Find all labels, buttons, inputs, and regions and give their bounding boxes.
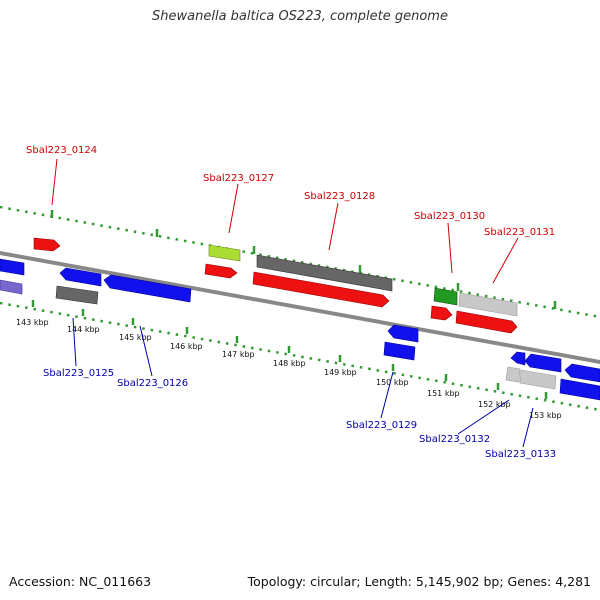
gene-arrow-0133-blue[interactable]	[524, 353, 562, 373]
gene-label-0132[interactable]: Sbal223_0132	[419, 434, 490, 445]
genome-summary-text: Topology: circular; Length: 5,145,902 bp…	[247, 574, 591, 589]
gene-arrow-0125-blue[interactable]	[59, 267, 102, 287]
gene-arrow-0130-green[interactable]	[433, 287, 458, 306]
ruler-label-143: 143 kbp	[16, 318, 49, 327]
inner-ruler-ticks	[31, 300, 548, 399]
gene-arrow-0127-red[interactable]	[204, 263, 238, 279]
gene-label-0126[interactable]: Sbal223_0126	[117, 378, 188, 389]
gene-arrow-0125-gray[interactable]	[55, 285, 99, 305]
gene-label-0129[interactable]: Sbal223_0129	[346, 420, 417, 431]
gene-arrow-0129-blue-a[interactable]	[387, 324, 419, 343]
gene-label-0131[interactable]: Sbal223_0131	[484, 227, 555, 238]
gene-arrow-0128-gray[interactable]	[256, 254, 393, 292]
genome-backbone	[0, 251, 600, 364]
gene-label-0130[interactable]: Sbal223_0130	[414, 211, 485, 222]
gene-arrow-0132-lightgray[interactable]	[505, 366, 521, 383]
outer-ruler-ticks	[50, 210, 557, 309]
gene-arrow-right-edge-blue-b[interactable]	[559, 378, 600, 401]
ruler-label-145: 145 kbp	[119, 333, 152, 342]
ruler-label-152: 152 kbp	[478, 400, 511, 409]
gene-arrow-left-edge-blue[interactable]	[0, 258, 25, 276]
map-title: Shewanella baltica OS223, complete genom…	[152, 9, 448, 24]
ruler-label-147: 147 kbp	[222, 350, 255, 359]
gene-arrow-0129-blue-b[interactable]	[383, 341, 416, 361]
gene-label-0125[interactable]: Sbal223_0125	[43, 368, 114, 379]
gene-label-0133[interactable]: Sbal223_0133	[485, 449, 556, 460]
ruler-label-153: 153 kbp	[529, 411, 562, 420]
gene-label-0124[interactable]: Sbal223_0124	[26, 145, 97, 156]
ruler-label-144: 144 kbp	[67, 325, 100, 334]
gene-label-0128[interactable]: Sbal223_0128	[304, 191, 375, 202]
gene-arrow-0127-green[interactable]	[208, 244, 241, 262]
gene-arrow-left-edge-purple[interactable]	[0, 279, 23, 295]
ruler-label-148: 148 kbp	[273, 359, 306, 368]
gene-arrow-0131-red[interactable]	[455, 310, 518, 334]
gene-arrow-0130-red[interactable]	[430, 305, 453, 321]
gene-arrow-0126-blue[interactable]	[103, 274, 192, 303]
ruler-label-146: 146 kbp	[170, 342, 203, 351]
ruler-label-150: 150 kbp	[376, 378, 409, 387]
gene-arrow-0128-red[interactable]	[252, 271, 390, 308]
gene-arrow-0131-lightgray[interactable]	[458, 292, 518, 317]
gene-arrow-0132-blue[interactable]	[510, 351, 526, 366]
gene-arrow-0133-lightgray[interactable]	[519, 369, 557, 390]
gene-arrow-0124-red[interactable]	[33, 237, 61, 252]
ruler-label-151: 151 kbp	[427, 389, 460, 398]
blue-leader-lines	[72, 317, 534, 448]
ruler-label-149: 149 kbp	[324, 368, 357, 377]
gene-label-0127[interactable]: Sbal223_0127	[203, 173, 274, 184]
red-leader-lines	[51, 158, 519, 284]
accession-text: Accession: NC_011663	[9, 574, 152, 589]
gene-arrow-right-edge-blue-a[interactable]	[564, 363, 600, 383]
inner-ruler-line	[0, 301, 600, 412]
